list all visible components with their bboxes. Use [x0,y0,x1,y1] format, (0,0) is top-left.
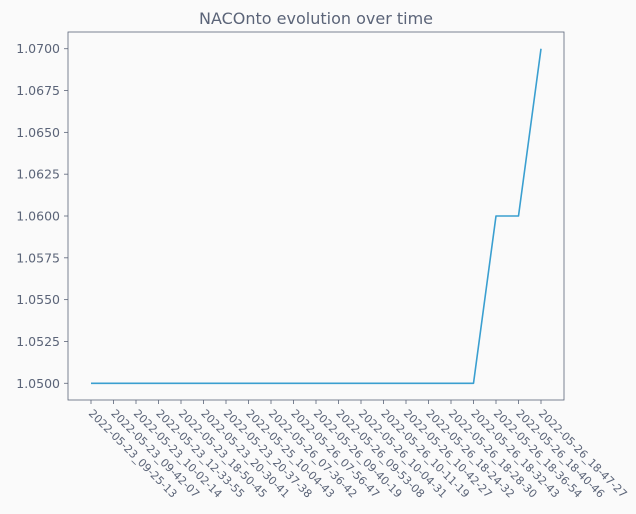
y-axis: 1.0500 1.0525 1.0550 1.0575 1.0600 1.0625 1.06… [16,41,68,391]
y-tick-label: 1.0500 [16,376,60,391]
series-line [91,48,542,385]
plot-frame [67,31,565,401]
y-tick-label: 1.0700 [16,41,60,56]
y-tick-label: 1.0550 [16,292,60,307]
y-tick-label: 1.0650 [16,125,60,140]
x-axis: 2022-05-23_09-25-132022-05-23_09-42-0720… [86,400,629,501]
y-tick-label: 1.0600 [16,209,60,224]
y-tick-label: 1.0675 [16,83,60,98]
series-layer [91,48,542,385]
y-tick-label: 1.0625 [16,167,60,182]
chart-title: NACOnto evolution over time [199,9,433,28]
y-tick-label: 1.0575 [16,250,60,265]
y-tick-label: 1.0525 [16,334,60,349]
